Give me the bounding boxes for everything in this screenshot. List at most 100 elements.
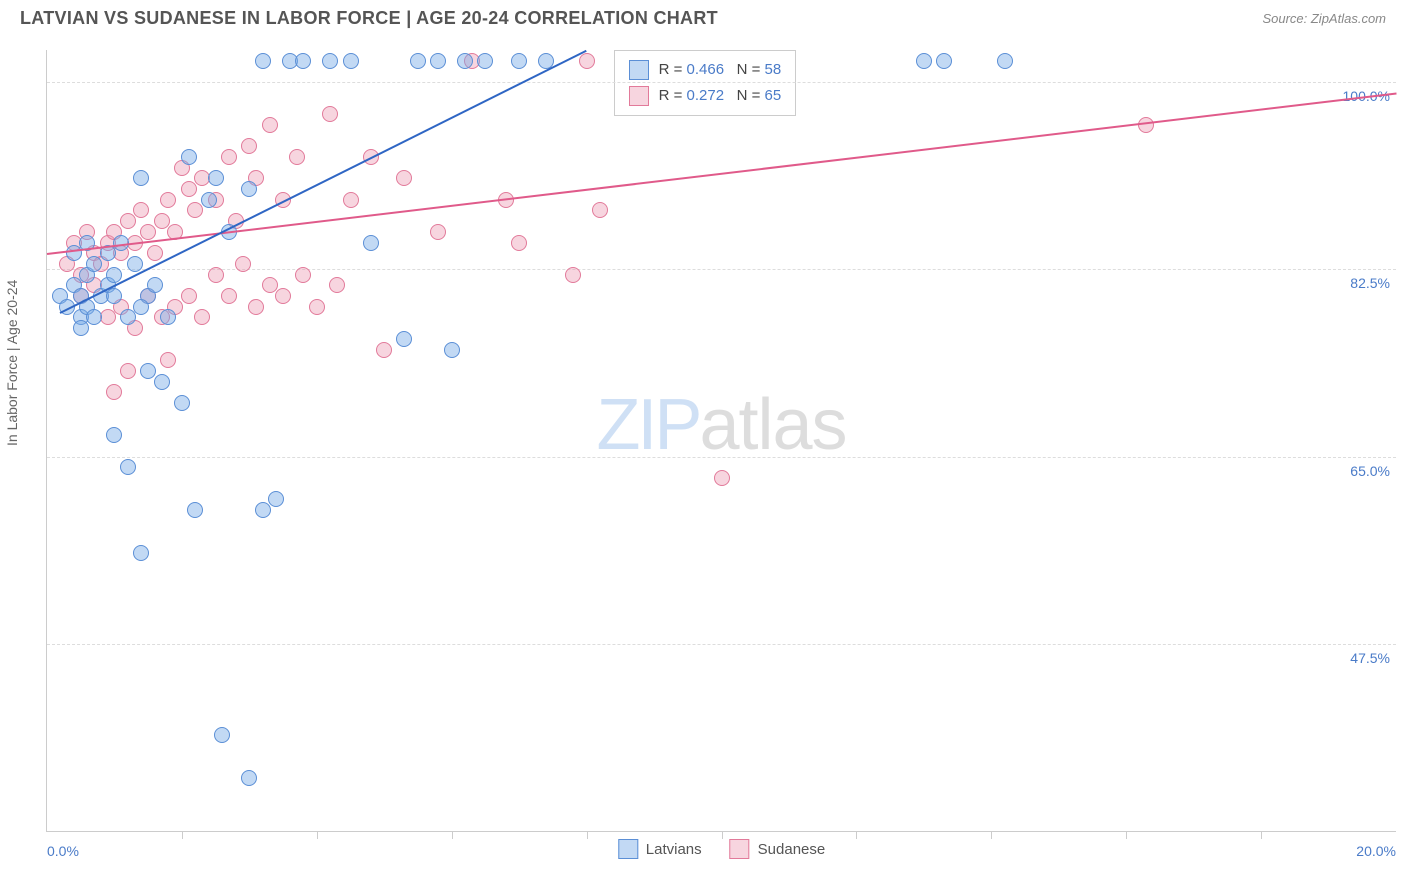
sudanese-point: [221, 288, 237, 304]
x-tick: [1261, 831, 1262, 839]
latvian-point: [430, 53, 446, 69]
latvian-point: [511, 53, 527, 69]
latvian-point: [343, 53, 359, 69]
gridline: [47, 457, 1396, 458]
x-tick: [587, 831, 588, 839]
legend-label-latvians: Latvians: [646, 841, 702, 858]
x-tick: [317, 831, 318, 839]
x-axis-max-label: 20.0%: [1356, 843, 1396, 859]
latvian-point: [457, 53, 473, 69]
latvian-point: [120, 309, 136, 325]
latvian-point: [154, 374, 170, 390]
x-tick: [452, 831, 453, 839]
legend-swatch-sudanese: [629, 86, 649, 106]
latvian-point: [66, 245, 82, 261]
latvian-point: [106, 288, 122, 304]
latvian-point: [73, 320, 89, 336]
watermark-zip: ZIP: [596, 385, 699, 465]
sudanese-point: [376, 342, 392, 358]
latvian-point: [295, 53, 311, 69]
x-tick: [1126, 831, 1127, 839]
legend-row-latvians: R = 0.466 N = 58: [629, 57, 782, 83]
latvian-point: [396, 331, 412, 347]
latvian-point: [174, 395, 190, 411]
latvian-point: [268, 491, 284, 507]
latvian-point: [936, 53, 952, 69]
sudanese-point: [565, 267, 581, 283]
latvian-point: [127, 256, 143, 272]
sudanese-point: [187, 202, 203, 218]
sudanese-point: [396, 170, 412, 186]
sudanese-point: [309, 299, 325, 315]
sudanese-point: [235, 256, 251, 272]
latvian-point: [477, 53, 493, 69]
legend-swatch-sudanese-bottom: [730, 839, 750, 859]
r-value-sudanese: 0.272: [687, 87, 725, 104]
sudanese-point: [592, 202, 608, 218]
watermark-atlas: atlas: [699, 385, 846, 465]
latvian-point: [187, 502, 203, 518]
sudanese-point: [194, 309, 210, 325]
gridline: [47, 269, 1396, 270]
latvian-point: [255, 502, 271, 518]
gridline: [47, 82, 1396, 83]
sudanese-point: [120, 363, 136, 379]
sudanese-point: [208, 267, 224, 283]
y-axis-title: In Labor Force | Age 20-24: [4, 280, 20, 446]
latvian-point: [214, 727, 230, 743]
n-value-sudanese: 65: [765, 87, 782, 104]
sudanese-point: [160, 352, 176, 368]
x-tick: [856, 831, 857, 839]
sudanese-point: [289, 149, 305, 165]
sudanese-point: [322, 106, 338, 122]
sudanese-point: [181, 288, 197, 304]
latvian-point: [133, 170, 149, 186]
sudanese-point: [275, 288, 291, 304]
latvian-point: [181, 149, 197, 165]
latvian-point: [255, 53, 271, 69]
x-tick: [722, 831, 723, 839]
latvian-point: [363, 235, 379, 251]
series-legend: Latvians Sudanese: [618, 839, 825, 859]
latvian-point: [106, 427, 122, 443]
n-value-latvians: 58: [765, 61, 782, 78]
x-axis-min-label: 0.0%: [47, 843, 79, 859]
latvian-point: [86, 309, 102, 325]
sudanese-point: [106, 384, 122, 400]
latvian-point: [120, 459, 136, 475]
latvian-point: [140, 363, 156, 379]
latvian-point: [160, 309, 176, 325]
sudanese-point: [579, 53, 595, 69]
gridline: [47, 644, 1396, 645]
chart-source: Source: ZipAtlas.com: [1262, 11, 1386, 26]
latvian-point: [133, 299, 149, 315]
latvian-point: [444, 342, 460, 358]
y-axis-label: 47.5%: [1350, 650, 1390, 666]
sudanese-point: [133, 202, 149, 218]
y-axis-label: 82.5%: [1350, 275, 1390, 291]
latvian-point: [241, 181, 257, 197]
latvian-point: [916, 53, 932, 69]
sudanese-point: [343, 192, 359, 208]
sudanese-point: [140, 224, 156, 240]
latvian-point: [106, 267, 122, 283]
latvian-point: [86, 256, 102, 272]
r-value-latvians: 0.466: [687, 61, 725, 78]
legend-item-latvians: Latvians: [618, 839, 702, 859]
sudanese-point: [160, 192, 176, 208]
sudanese-point: [430, 224, 446, 240]
legend-label-sudanese: Sudanese: [758, 841, 826, 858]
sudanese-point: [262, 277, 278, 293]
sudanese-point: [714, 470, 730, 486]
y-axis-label: 65.0%: [1350, 463, 1390, 479]
legend-item-sudanese: Sudanese: [730, 839, 826, 859]
latvian-point: [201, 192, 217, 208]
sudanese-point: [241, 138, 257, 154]
latvian-point: [997, 53, 1013, 69]
chart-header: LATVIAN VS SUDANESE IN LABOR FORCE | AGE…: [0, 0, 1406, 39]
x-tick: [991, 831, 992, 839]
latvian-point: [241, 770, 257, 786]
sudanese-point: [511, 235, 527, 251]
sudanese-point: [329, 277, 345, 293]
chart-title: LATVIAN VS SUDANESE IN LABOR FORCE | AGE…: [20, 8, 718, 29]
